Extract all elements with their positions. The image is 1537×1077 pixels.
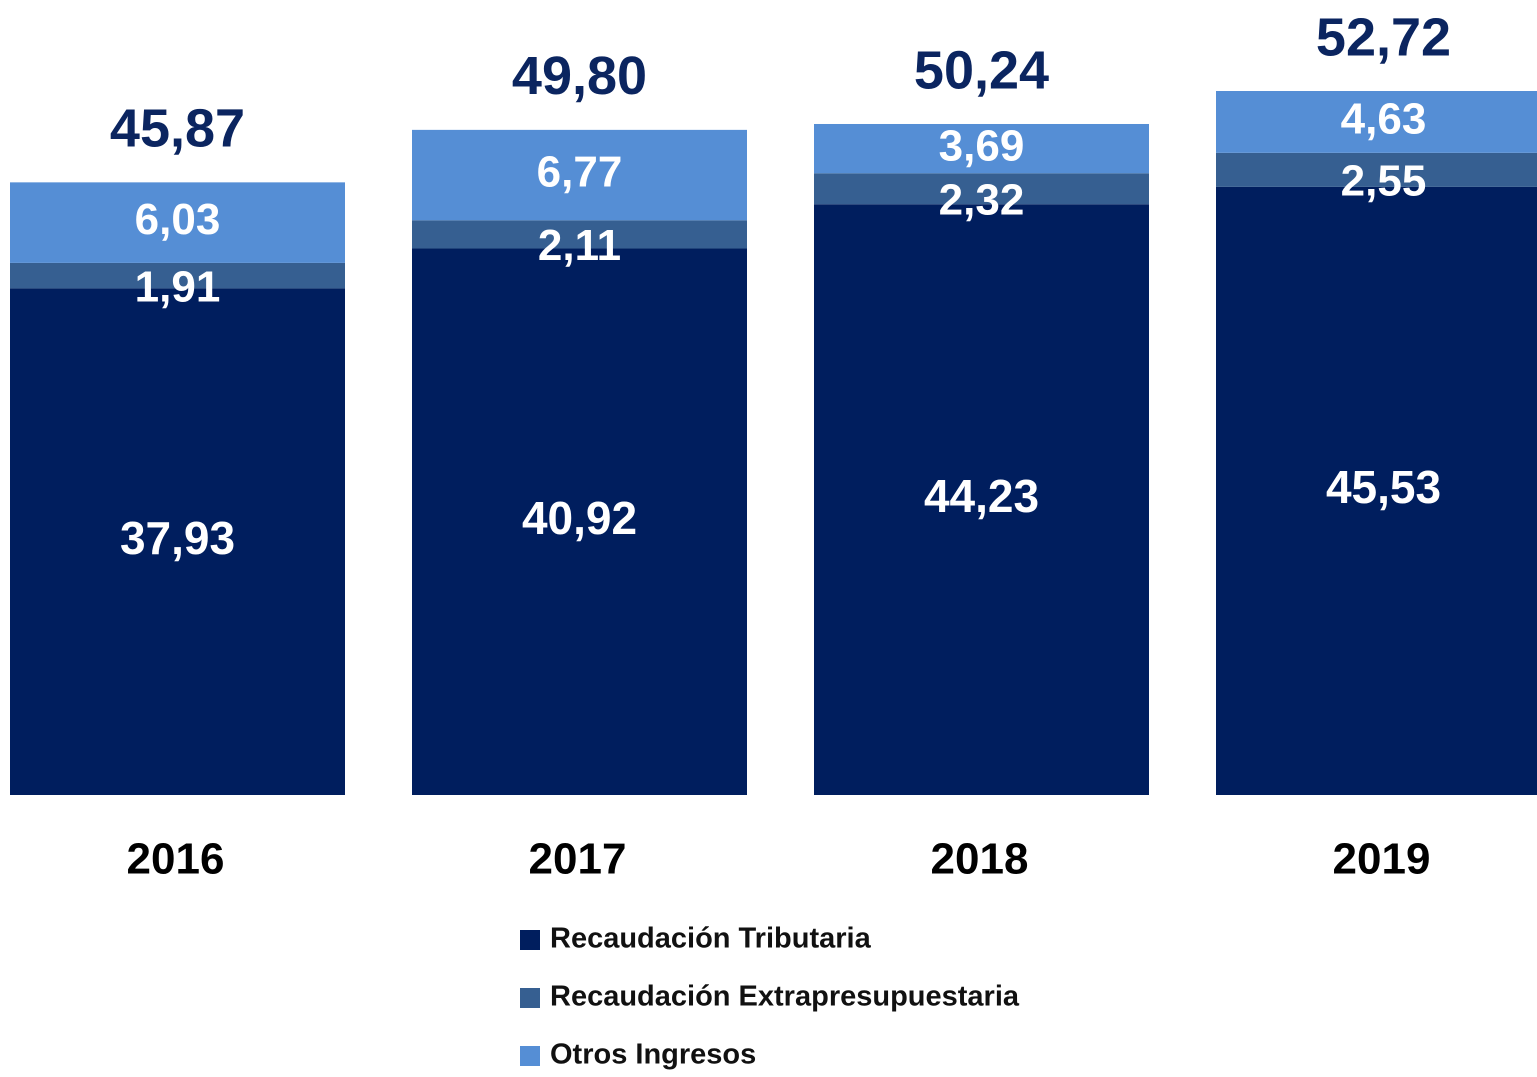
x-tick-label: 2018 [931, 835, 1029, 884]
value-label: 6,77 [537, 148, 623, 197]
bar-segment [814, 123, 1149, 174]
legend-swatch [520, 988, 540, 1008]
bar-segment [10, 262, 345, 289]
value-label: 2,55 [1341, 156, 1427, 205]
value-label: 45,53 [1326, 461, 1441, 513]
bar-segment [10, 288, 345, 795]
value-label: 2,32 [939, 175, 1025, 224]
value-label: 3,69 [939, 121, 1025, 170]
bar-segment [412, 220, 747, 249]
value-label: 44,23 [924, 470, 1039, 522]
legend-label: Recaudación Extrapresupuestaria [550, 981, 1020, 1013]
bar-segment [814, 204, 1149, 796]
total-label: 45,87 [110, 99, 245, 159]
legend-label: Otros Ingresos [550, 1039, 756, 1071]
value-label: 4,63 [1341, 95, 1427, 144]
bar-segment [814, 173, 1149, 205]
bar-segment [412, 248, 747, 796]
value-label: 1,91 [135, 262, 221, 311]
legend-swatch [520, 930, 540, 950]
value-label: 37,93 [120, 512, 235, 564]
total-label: 52,72 [1316, 7, 1451, 67]
value-label: 6,03 [135, 195, 221, 244]
value-label: 40,92 [522, 492, 637, 544]
x-tick-label: 2019 [1333, 835, 1431, 884]
bar-segment [1216, 152, 1537, 187]
bar-segment [412, 129, 747, 221]
legend-swatch [520, 1046, 540, 1066]
bar-segment [1216, 186, 1537, 795]
total-label: 49,80 [512, 46, 647, 106]
x-tick-label: 2016 [127, 835, 225, 884]
legend-label: Recaudación Tributaria [550, 923, 872, 955]
bar-segment [1216, 91, 1537, 153]
value-label: 2,11 [538, 221, 621, 270]
bar-segment [10, 182, 345, 263]
total-label: 50,24 [914, 40, 1049, 100]
x-tick-label: 2017 [529, 835, 627, 884]
